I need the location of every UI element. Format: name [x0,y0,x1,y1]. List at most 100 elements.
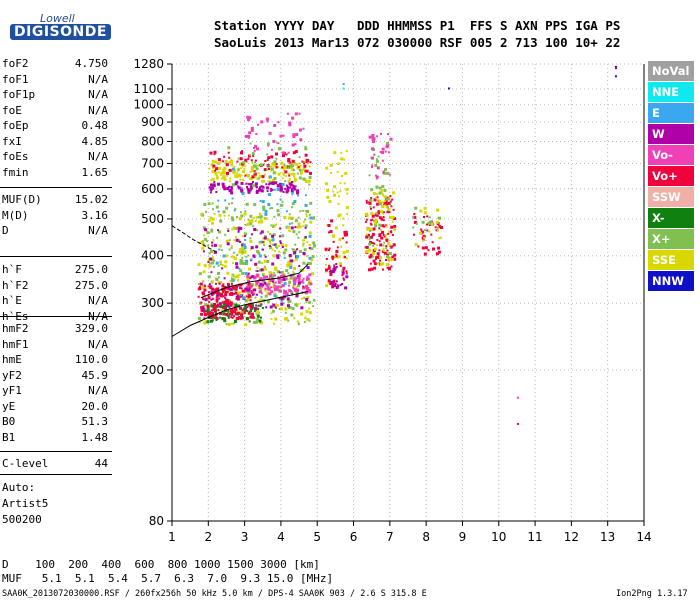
echo-point [276,203,279,206]
echo-point [440,226,443,229]
echo-point [295,294,299,298]
echo-point [210,183,213,187]
echo-point [228,313,231,315]
echo-point [381,230,384,234]
echo-point [244,134,248,138]
echo-point [217,276,220,279]
echo-point [343,278,346,281]
echo-point [283,215,287,219]
echo-point [345,233,348,237]
param-value: N/A [88,150,108,163]
echo-point [288,306,291,310]
echo-point [325,263,327,266]
echo-point [328,200,332,203]
echo-point [263,254,266,257]
echo-point [250,183,254,186]
echo-point [249,299,252,302]
param-row: D N/A [2,223,108,238]
echo-point [250,169,254,173]
param-name: h`F [2,263,22,276]
echo-point [244,304,248,308]
panel-separator [0,474,112,475]
echo-point [308,183,311,186]
echo-point [239,283,242,287]
echo-point [372,259,376,263]
echo-point [373,153,376,156]
echo-point [274,181,278,185]
echo-point [379,262,383,266]
echo-point [388,266,391,270]
echo-point [330,271,333,274]
echo-point [244,235,246,238]
echo-point [260,292,263,295]
echo-point [337,255,341,259]
echo-point [369,240,373,244]
echo-point [345,150,348,152]
echo-point [297,284,301,288]
echo-point [284,317,288,321]
echo-point [304,218,307,221]
param-name: h`E [2,294,22,307]
echo-point [235,236,237,239]
y-tick-label: 1000 [133,98,164,112]
echo-point [258,319,262,323]
echo-point [265,183,268,186]
echo-point [286,112,289,115]
echo-point [279,235,281,238]
echo-point [226,242,230,246]
echo-point [225,313,229,316]
echo-point [365,199,368,202]
echo-point [291,116,295,120]
echo-point [292,135,296,139]
echo-point [211,319,214,322]
echo-point [331,258,334,261]
echo-point [254,144,258,148]
y-tick-label: 400 [141,249,164,263]
echo-point [381,193,384,196]
echo-point [228,160,231,163]
echo-point [329,265,332,268]
legend-item: NNE [648,82,694,102]
echo-point [296,172,299,175]
echo-point [234,169,237,172]
echo-point [372,206,375,209]
echo-point [313,244,316,248]
echo-point [228,248,231,251]
echo-point [226,171,229,175]
echo-point [302,282,305,284]
echo-point [222,160,225,163]
echo-point [231,202,233,205]
echo-point [386,211,389,214]
echo-point [256,147,259,151]
chart-traces [171,225,309,337]
echo-point [344,171,348,175]
echo-point [264,289,267,292]
echo-point [309,282,313,286]
echo-point [375,193,378,196]
echo-point [240,190,243,193]
echo-point [235,296,239,299]
echo-point [245,202,249,206]
echo-point [215,314,217,317]
echo-point [344,230,348,234]
echo-point [304,226,307,229]
echo-point [294,226,297,229]
echo-point [211,241,214,244]
echo-point [214,250,217,254]
echo-point [378,191,382,195]
echo-point [220,260,222,263]
echo-point [290,290,294,294]
echo-point [255,282,259,286]
isolated-echo-point [614,65,617,68]
echo-point [272,254,276,258]
echo-point [218,302,222,306]
echo-point [369,219,372,222]
echo-point [372,227,376,231]
echo-point [376,202,380,206]
echo-point [280,182,283,185]
echo-point [393,253,397,257]
echo-point [217,161,220,165]
echo-point [376,252,380,256]
echo-point [303,162,306,165]
echo-point [434,226,437,229]
